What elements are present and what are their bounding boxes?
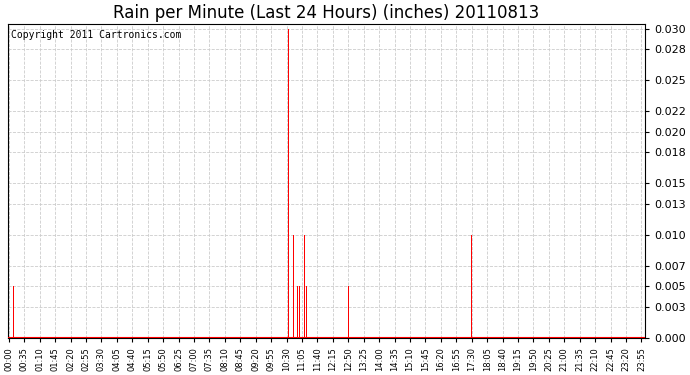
Text: Copyright 2011 Cartronics.com: Copyright 2011 Cartronics.com bbox=[11, 30, 181, 40]
Title: Rain per Minute (Last 24 Hours) (inches) 20110813: Rain per Minute (Last 24 Hours) (inches)… bbox=[113, 4, 540, 22]
